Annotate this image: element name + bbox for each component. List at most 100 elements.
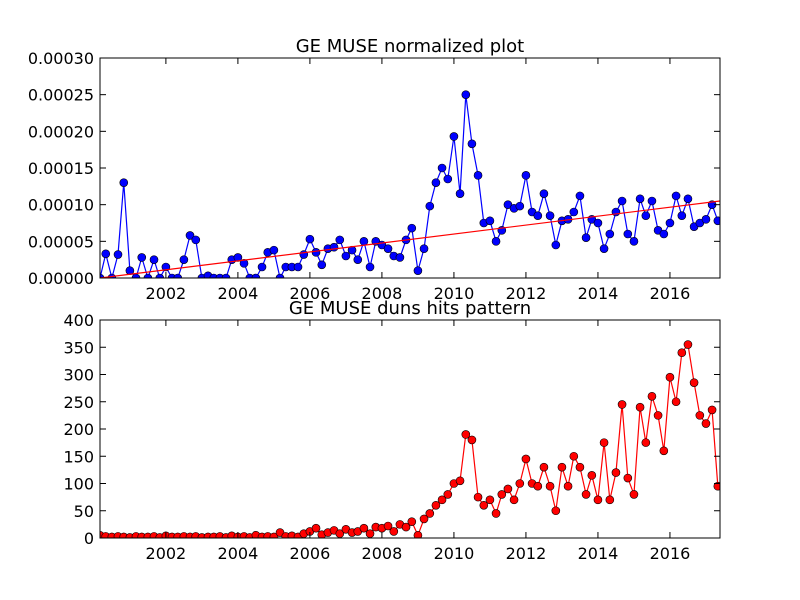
point: [599, 438, 609, 447]
y-tick-label: 100: [63, 475, 94, 494]
point: [305, 234, 315, 244]
point: [383, 244, 393, 253]
point: [569, 451, 579, 461]
point: [599, 244, 609, 253]
plot-area: [100, 90, 720, 278]
point: [533, 481, 543, 491]
point: [671, 191, 681, 201]
point: [329, 242, 339, 252]
point: [269, 245, 279, 255]
point: [707, 405, 717, 415]
point: [659, 446, 669, 456]
point: [173, 273, 183, 278]
point: [239, 259, 249, 268]
point: [539, 189, 549, 198]
point: [623, 473, 633, 483]
point: [677, 348, 687, 358]
y-tick-label: 300: [63, 366, 94, 385]
point: [137, 253, 147, 262]
point: [479, 500, 489, 510]
point: [293, 262, 303, 272]
point: [407, 517, 417, 526]
point: [569, 207, 579, 217]
point: [251, 273, 261, 278]
point: [191, 235, 201, 245]
point: [593, 495, 603, 505]
point: [455, 189, 465, 198]
point: [473, 492, 483, 502]
point: [587, 471, 597, 480]
point: [515, 201, 525, 211]
point: [365, 529, 375, 538]
point: [617, 400, 627, 409]
point: [521, 454, 531, 464]
point: [413, 266, 423, 275]
point: [539, 462, 549, 472]
point: [701, 419, 711, 428]
point: [491, 509, 501, 518]
point: [359, 523, 369, 533]
point: [413, 530, 423, 538]
point: [419, 244, 429, 253]
y-tick-label: 0: [84, 529, 94, 548]
point: [365, 262, 375, 272]
point: [437, 163, 447, 173]
point: [311, 523, 321, 533]
point: [317, 260, 327, 270]
y-tick-label: 0.00015: [28, 159, 94, 178]
x-tick-label: 2014: [578, 544, 619, 563]
point: [401, 522, 411, 532]
point: [593, 218, 603, 228]
x-tick-label: 2008: [362, 544, 403, 563]
point: [335, 235, 345, 245]
point: [551, 506, 561, 516]
point: [665, 218, 675, 228]
point: [395, 253, 405, 262]
y-tick-label: 350: [63, 338, 94, 357]
y-tick-label: 0.00000: [28, 269, 94, 288]
point: [155, 273, 165, 278]
x-tick-label: 2006: [290, 544, 331, 563]
point: [635, 402, 645, 412]
point: [425, 509, 435, 518]
subplot: GE MUSE duns hits pattern 0 50 100 150 200 250…: [63, 298, 721, 563]
point: [419, 514, 429, 524]
point: [611, 468, 621, 477]
point: [467, 139, 477, 149]
point: [179, 255, 189, 264]
x-tick-label: 2004: [218, 544, 259, 563]
point: [353, 255, 363, 264]
point: [485, 216, 495, 226]
y-tick-label: 0.00025: [28, 86, 94, 105]
y-tick-label: 0.00005: [28, 232, 94, 251]
point: [695, 411, 705, 420]
point: [653, 411, 663, 420]
point: [545, 481, 555, 491]
point: [221, 273, 231, 278]
point: [641, 211, 651, 220]
point: [677, 211, 687, 220]
point: [431, 178, 441, 187]
point: [713, 216, 720, 226]
y-tick-label: 0.00010: [28, 196, 94, 215]
point: [683, 340, 693, 349]
plot-area: [100, 340, 720, 538]
point: [383, 521, 393, 531]
x-tick-label: 2008: [362, 284, 403, 303]
point: [509, 495, 519, 505]
point: [269, 532, 279, 538]
point: [617, 196, 627, 206]
point: [100, 273, 105, 278]
point: [581, 490, 591, 499]
y-tick-label: 400: [63, 311, 94, 330]
x-tick-label: 2012: [506, 284, 547, 303]
y-tick-label: 200: [63, 420, 94, 439]
point: [647, 196, 657, 206]
point: [491, 237, 501, 246]
subplot: GE MUSE normalized plot 0.00000 0.00005 0.0…: [28, 36, 721, 303]
point: [389, 527, 399, 536]
point: [563, 481, 573, 491]
point: [503, 484, 513, 494]
